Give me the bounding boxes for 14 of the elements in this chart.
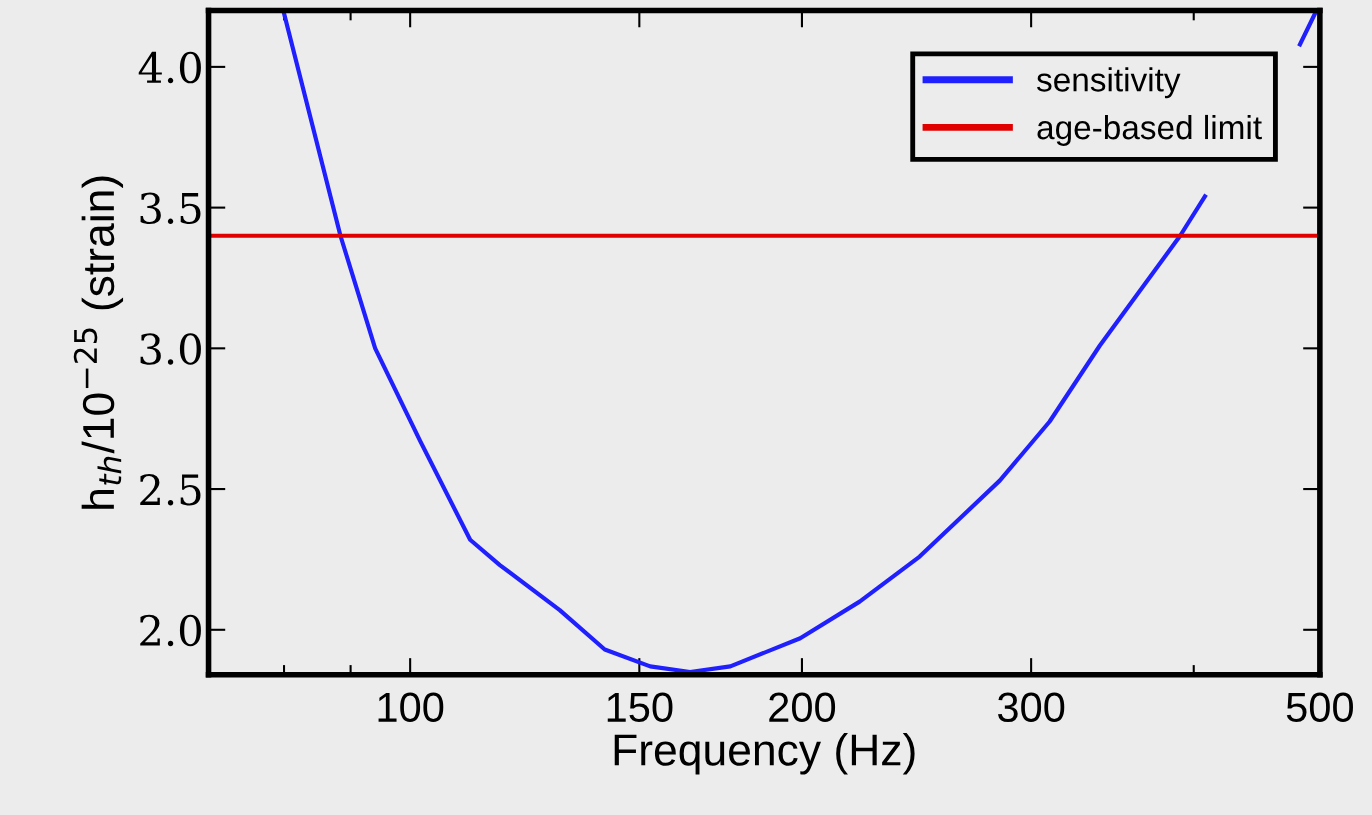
x-tick-label: 200 — [769, 692, 836, 723]
x-tick-label: 100 — [378, 692, 444, 723]
y-tick-label: 3.5 — [140, 192, 201, 225]
x-tick-label: 500 — [1286, 692, 1353, 723]
y-tick-label: 3.0 — [140, 333, 201, 365]
legend-label: sensitivity — [1036, 67, 1181, 99]
y-tick-label: 4.0 — [138, 51, 201, 84]
x-tick-label: 150 — [607, 692, 673, 723]
x-tick-label: 300 — [997, 692, 1065, 723]
y-tick-label: 2.5 — [140, 473, 201, 506]
legend-label: age-based limit — [1037, 114, 1262, 146]
y-axis-title: h$_{th}$/10$^{−25}$ (strain) — [73, 176, 124, 509]
y-tick-label: 2.0 — [140, 614, 201, 647]
x-axis-title: Frequency (Hz) — [614, 733, 915, 775]
